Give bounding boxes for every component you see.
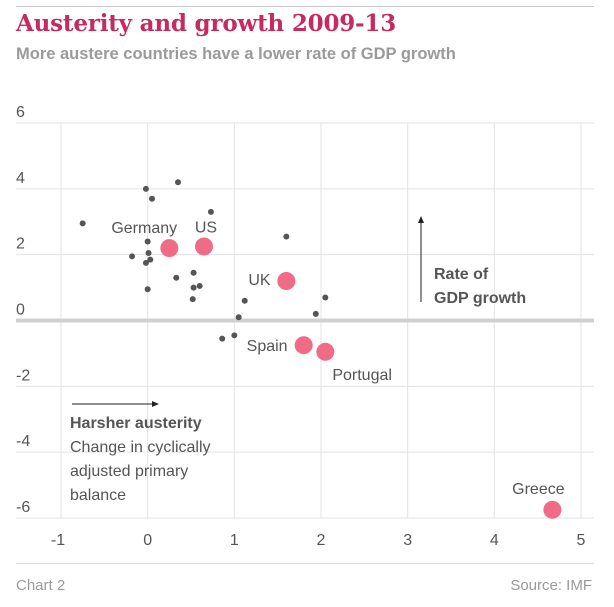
y-tick-label: -6 <box>16 499 30 516</box>
x-tick-label: 1 <box>230 532 239 549</box>
y-tick-label: -2 <box>16 367 30 384</box>
source-label: Source: IMF <box>510 577 592 594</box>
x-axis-title: Harsher austerity <box>70 415 202 432</box>
data-point <box>149 195 155 202</box>
data-point <box>207 208 214 215</box>
chart-number-label: Chart 2 <box>16 577 66 594</box>
data-point <box>173 274 180 281</box>
data-point <box>144 286 151 293</box>
data-point <box>231 332 238 339</box>
x-axis-desc-line-2: adjusted primary <box>70 463 188 480</box>
x-axis-desc-line-1: Change in cyclically <box>70 439 211 456</box>
data-point <box>190 284 197 291</box>
chart-title: Austerity and growth 2009-13 <box>16 10 396 37</box>
data-point <box>283 233 290 240</box>
y-tick-label: 4 <box>16 170 25 187</box>
data-point <box>196 282 203 289</box>
data-point <box>190 269 197 276</box>
x-tick-label: 4 <box>490 532 499 549</box>
y-axis-title-line-1: Rate of <box>434 266 489 283</box>
highlight-point-spain <box>294 336 313 355</box>
x-direction-arrow-head <box>152 401 159 407</box>
point-label-portugal: Portugal <box>332 367 392 384</box>
data-point <box>189 296 196 303</box>
x-tick-label: 5 <box>577 532 586 549</box>
x-tick-label: 0 <box>143 532 152 549</box>
data-point <box>129 253 136 260</box>
annotations: Harsher austerity Change in cyclically a… <box>70 216 526 504</box>
y-tick-label: 6 <box>16 104 25 121</box>
point-labels: Germany US UK Spain Portugal Greece <box>111 219 564 497</box>
footer-rule <box>16 563 594 564</box>
highlighted-points <box>160 237 562 519</box>
y-tick-label: -4 <box>16 433 30 450</box>
highlight-point-portugal <box>316 342 335 361</box>
x-axis-desc-line-3: balance <box>70 487 126 504</box>
y-tick-label: 0 <box>16 302 25 319</box>
data-point <box>142 185 149 192</box>
chart-subtitle: More austere countries have a lower rate… <box>16 45 456 63</box>
data-point <box>219 335 226 342</box>
highlight-point-us <box>195 237 213 256</box>
data-point <box>142 259 149 266</box>
data-point <box>322 294 329 301</box>
point-label-germany: Germany <box>111 220 177 237</box>
data-point <box>312 310 319 317</box>
data-point <box>145 250 152 257</box>
point-label-spain: Spain <box>247 338 288 355</box>
x-tick-label: 3 <box>403 532 412 549</box>
y-direction-arrow-head <box>418 216 424 223</box>
data-point <box>241 297 248 304</box>
data-point <box>79 220 86 227</box>
x-tick-label: 2 <box>317 532 326 549</box>
top-rule <box>16 6 594 7</box>
axes: -6 -4 -2 0 2 4 6 -1 0 1 2 3 4 5 <box>16 104 594 549</box>
point-label-greece: Greece <box>512 481 565 498</box>
highlight-point-germany <box>160 239 179 258</box>
x-tick-label: -1 <box>51 532 65 549</box>
point-label-uk: UK <box>248 272 271 289</box>
data-point <box>235 314 242 321</box>
highlight-point-uk <box>277 272 296 290</box>
data-point <box>144 238 151 245</box>
y-axis-title-line-2: GDP growth <box>434 290 526 307</box>
data-point <box>175 179 181 186</box>
highlight-point-greece <box>543 500 562 519</box>
data-point <box>147 256 154 263</box>
y-tick-label: 2 <box>16 236 25 253</box>
data-points <box>79 179 329 342</box>
scatter-chart: -6 -4 -2 0 2 4 6 -1 0 1 2 3 4 5 Harsher austerity Cha… <box>16 104 594 549</box>
point-label-us: US <box>195 219 217 236</box>
